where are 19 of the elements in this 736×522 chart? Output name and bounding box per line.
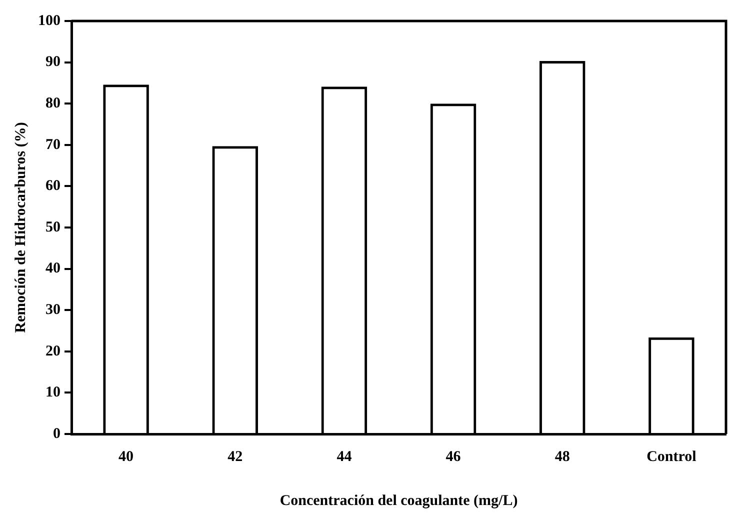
y-tick-label: 10 <box>46 384 60 401</box>
y-tick-label: 30 <box>46 302 60 318</box>
y-tick-label: 0 <box>53 426 60 442</box>
y-tick-label: 80 <box>46 95 60 112</box>
x-tick-label: 40 <box>118 448 134 465</box>
x-tick-label: Control <box>646 448 696 465</box>
y-tick-label: 70 <box>46 136 60 153</box>
x-tick-label: 46 <box>446 448 462 465</box>
y-tick-label: 40 <box>46 260 60 277</box>
x-axis-title: Concentración del coagulante (mg/L) <box>280 492 518 509</box>
y-axis-title: Remoción de Hidrocarburos (%) <box>12 122 29 333</box>
x-tick-label: 42 <box>228 448 243 465</box>
x-tick-label: 48 <box>554 448 570 465</box>
x-tick-label: 44 <box>336 448 352 465</box>
y-tick-label: 50 <box>46 219 60 236</box>
y-tick-label: 100 <box>38 12 60 29</box>
y-tick-label: 60 <box>46 178 60 194</box>
y-tick-label: 90 <box>46 54 60 70</box>
y-tick-label: 20 <box>46 343 60 360</box>
